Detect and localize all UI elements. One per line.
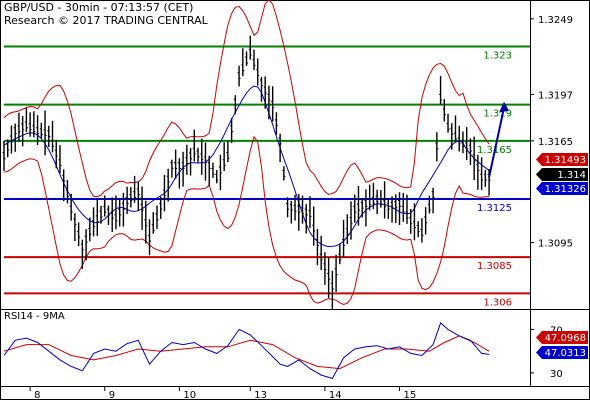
price-tag-box: [542, 182, 588, 195]
time-axis: 8 9 10 13 14 15: [29, 386, 417, 400]
moving-average-line: [3, 85, 490, 248]
price-tick-label: 1.3249: [538, 15, 573, 26]
rsi-tag-47.0313: 47.0313: [545, 348, 586, 359]
bollinger-lower: [3, 135, 490, 306]
rsi-line: [3, 322, 490, 379]
bollinger-bands: [3, 0, 490, 306]
price-tags: 1.31493 1.314 1.31326: [536, 153, 588, 195]
rsi-tick-label: 30: [550, 369, 563, 380]
price-tag-pointer: [536, 168, 542, 181]
time-tick-label: 10: [183, 390, 196, 400]
level-label-1.306: 1.306: [483, 297, 512, 308]
time-tick-label: 9: [109, 390, 115, 400]
rsi-tick-label: 70: [550, 325, 563, 336]
forecast-arrow-shaft: [488, 107, 505, 178]
rsi-tag-47.0968: 47.0968: [545, 333, 586, 344]
chart-subtitle: Research © 2017 TRADING CENTRAL: [4, 14, 208, 27]
price-tag-1.31493: 1.31493: [545, 155, 586, 166]
rsi-tag-pointer: [536, 346, 542, 359]
price-axis: 1.3249 1.3197 1.3165 1.3095: [530, 15, 573, 250]
moving-average: [3, 85, 490, 248]
level-label-1.319: 1.319: [483, 109, 512, 120]
forecast-arrow: [488, 101, 509, 178]
price-tag-1.31326: 1.31326: [545, 184, 586, 195]
chart-title: GBP/USD - 30min - 07:13:57 (CET): [4, 1, 194, 14]
rsi-tag-box: [542, 346, 588, 359]
rsi-ma-line: [3, 335, 490, 370]
price-tick-label: 1.3197: [538, 90, 573, 101]
price-tag-pointer: [536, 153, 542, 166]
price-tag-pointer: [536, 182, 542, 195]
rsi-tag-box: [542, 331, 588, 344]
price-tick-label: 1.3165: [538, 137, 573, 148]
price-tick-label: 1.3095: [538, 239, 573, 250]
price-tag-box: [542, 168, 588, 181]
time-tick-label: 15: [404, 390, 417, 400]
level-label-1.3125: 1.3125: [477, 203, 512, 214]
time-tick-label: 13: [254, 390, 267, 400]
bollinger-upper: [3, 0, 490, 198]
forecast-arrow-head: [499, 101, 509, 113]
time-tick-label: 14: [329, 390, 342, 400]
level-label-1.3085: 1.3085: [477, 261, 512, 272]
price-series: [2, 35, 491, 310]
price-tag-1.314: 1.314: [557, 170, 586, 181]
price-tag-box: [542, 153, 588, 166]
level-label-1.323: 1.323: [483, 50, 512, 61]
rsi-tag-pointer: [536, 331, 542, 344]
time-tick-label: 8: [34, 390, 40, 400]
rsi-title: RSI14 - 9MA: [4, 311, 65, 322]
rsi-panel: 70 30 47.0968 47.0313: [3, 322, 588, 380]
